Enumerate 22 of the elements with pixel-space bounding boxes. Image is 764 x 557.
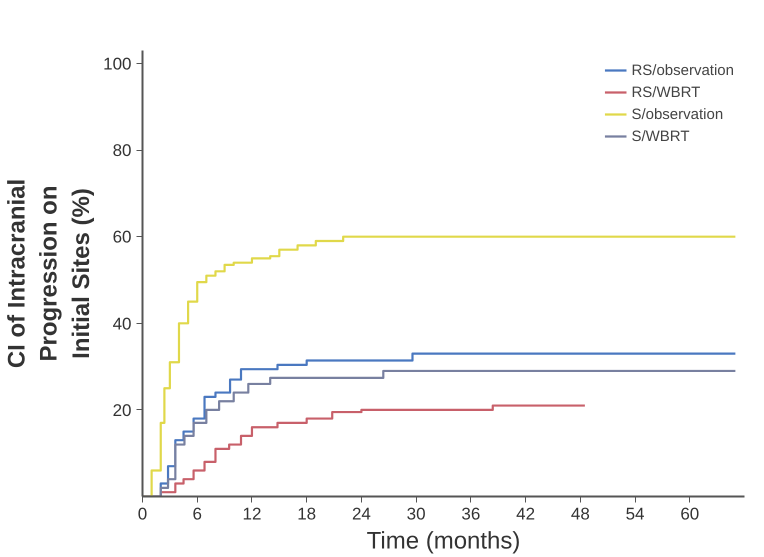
x-tick-label: 54 [626,504,645,524]
x-tick-label: 0 [138,504,148,524]
y-tick-label: 40 [112,314,132,334]
y-tick-label: 100 [103,54,132,74]
y-tick-label: 20 [112,400,132,420]
x-tick-label: 6 [192,504,202,524]
x-tick-label: 24 [352,504,371,524]
y-tick-label: 60 [112,228,132,247]
x-tick-label: 12 [242,504,262,524]
y-axis-title: CI of Intracranial Progression on Initial Sites (%) [3,178,96,368]
x-axis-title: Time (months) [366,528,520,554]
legend-label: S/observation [631,106,724,122]
legend-label: RS/observation [631,62,734,78]
x-tick-label: 42 [516,504,536,524]
x-tick-label: 36 [461,504,480,524]
x-tick-label: 30 [406,504,426,524]
x-tick-label: 18 [297,504,316,524]
x-tick-label: 60 [680,504,700,524]
legend-label: RS/WBRT [631,84,700,100]
y-tick-label: 80 [112,141,132,160]
legend-label: S/WBRT [631,128,690,144]
x-tick-label: 48 [570,504,590,524]
